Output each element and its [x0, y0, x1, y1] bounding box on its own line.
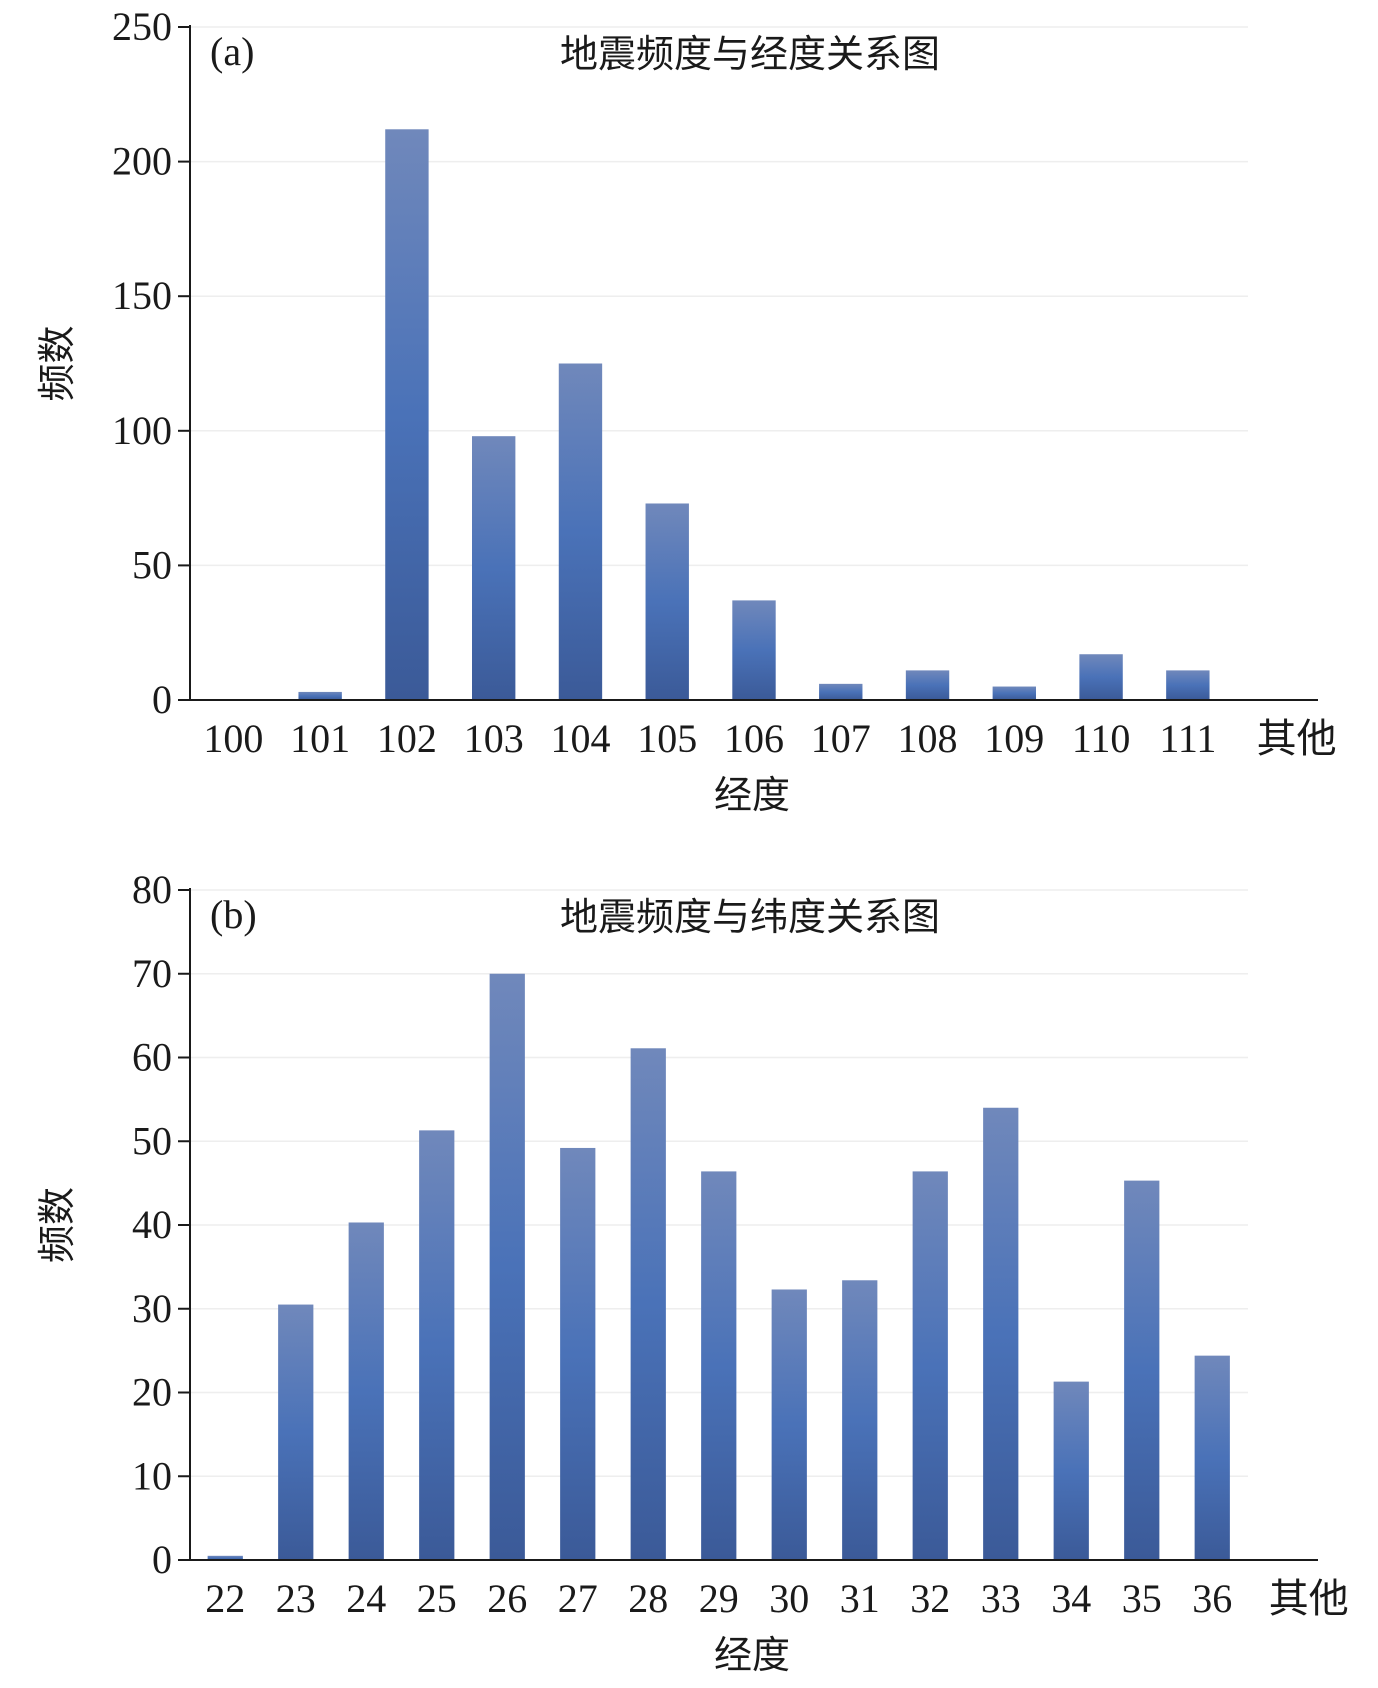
x-tick-label: 27 — [558, 1576, 598, 1621]
x-tick-label: 30 — [769, 1576, 809, 1621]
bar-28 — [630, 1048, 666, 1560]
bar-26 — [489, 973, 525, 1560]
bar-110 — [1079, 654, 1123, 700]
chart-title: 地震频度与纬度关系图 — [560, 895, 940, 939]
x-tick-label: 其他 — [1257, 716, 1337, 761]
x-tick-label: 105 — [637, 716, 697, 761]
bar-32 — [912, 1171, 948, 1560]
x-tick-label: 36 — [1192, 1576, 1232, 1621]
bar-104 — [558, 363, 603, 700]
y-tick-label: 200 — [112, 139, 172, 184]
y-tick-label: 100 — [112, 408, 172, 453]
x-tick-label: 26 — [487, 1576, 527, 1621]
x-tick-label: 34 — [1051, 1576, 1091, 1621]
x-tick-label: 108 — [898, 716, 958, 761]
x-tick-label: 31 — [840, 1576, 880, 1621]
y-axis-label: 频数 — [35, 1187, 79, 1263]
x-tick-label: 100 — [203, 716, 263, 761]
bar-25 — [419, 1130, 455, 1560]
bar-109 — [992, 686, 1036, 700]
x-tick-label: 其他 — [1269, 1576, 1349, 1621]
x-tick-label: 33 — [981, 1576, 1021, 1621]
x-tick-label: 106 — [724, 716, 784, 761]
x-tick-label: 23 — [276, 1576, 316, 1621]
x-tick-label: 28 — [628, 1576, 668, 1621]
bar-107 — [819, 683, 863, 700]
y-tick-label: 10 — [132, 1453, 172, 1498]
bar-36 — [1194, 1355, 1230, 1560]
bar-30 — [771, 1289, 807, 1560]
x-tick-label: 111 — [1159, 716, 1216, 761]
x-tick-label: 32 — [910, 1576, 950, 1621]
x-tick-label: 24 — [346, 1576, 386, 1621]
panel-label: (a) — [210, 29, 254, 74]
x-tick-label: 110 — [1072, 716, 1131, 761]
bar-103 — [472, 436, 516, 700]
x-tick-label: 102 — [377, 716, 437, 761]
y-tick-label: 50 — [132, 542, 172, 587]
y-tick-label: 70 — [132, 951, 172, 996]
bar-102 — [385, 129, 429, 700]
bar-34 — [1053, 1381, 1089, 1560]
x-tick-label: 35 — [1122, 1576, 1162, 1621]
y-tick-label: 40 — [132, 1202, 172, 1247]
y-tick-label: 60 — [132, 1035, 172, 1080]
chart-a: 0 50 100 150 200 250 100 101 102 103 104 105 106 107 1… — [35, 4, 1337, 817]
bar-108 — [905, 670, 950, 700]
x-tick-label: 101 — [290, 716, 350, 761]
x-tick-label: 25 — [417, 1576, 457, 1621]
y-axis-label: 频数 — [35, 325, 79, 401]
bar-35 — [1124, 1180, 1160, 1560]
bar-23 — [278, 1304, 314, 1560]
x-tick-label: 107 — [811, 716, 871, 761]
bar-33 — [983, 1107, 1019, 1560]
y-tick-label: 250 — [112, 4, 172, 49]
bar-106 — [732, 600, 776, 700]
x-tick-label: 29 — [699, 1576, 739, 1621]
x-axis-label: 经度 — [714, 773, 790, 817]
chart-title: 地震频度与经度关系图 — [560, 32, 940, 76]
x-axis-label: 经度 — [714, 1633, 790, 1677]
bar-111 — [1166, 670, 1210, 700]
bar-105 — [645, 503, 689, 700]
y-tick-label: 0 — [152, 677, 172, 722]
bar-31 — [842, 1280, 878, 1560]
y-tick-label: 20 — [132, 1370, 172, 1415]
bar-101 — [298, 691, 342, 700]
bar-24 — [348, 1222, 384, 1560]
x-tick-label: 104 — [550, 716, 610, 761]
bar-29 — [701, 1171, 737, 1560]
y-tick-label: 50 — [132, 1118, 172, 1163]
y-tick-label: 0 — [152, 1537, 172, 1582]
bar-22 — [207, 1555, 243, 1560]
y-tick-label: 30 — [132, 1286, 172, 1331]
x-tick-label: 109 — [984, 716, 1044, 761]
y-tick-label: 150 — [112, 273, 172, 318]
chart-b: 0 10 20 30 40 50 60 70 80 22 23 24 25 26 27 28 29 30 31 32 3… — [35, 867, 1349, 1677]
bar-27 — [560, 1147, 596, 1560]
y-tick-label: 80 — [132, 867, 172, 912]
panel-label: (b) — [210, 892, 257, 937]
x-tick-label: 22 — [205, 1576, 245, 1621]
x-tick-label: 103 — [464, 716, 524, 761]
